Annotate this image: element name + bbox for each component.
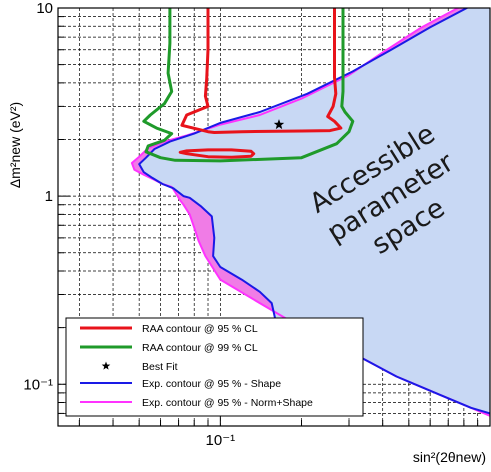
best-fit-marker [273,119,285,130]
best-fit-star [273,119,285,130]
y-tick-label: 10 [36,0,53,17]
x-axis-label: sin²(2θnew) [413,449,486,465]
series-line-raa95_outer [180,8,343,134]
y-tick-label: 1 [45,188,53,205]
legend-label: Best Fit [142,361,178,373]
legend-star-icon [101,361,111,370]
series-line-raa99 [142,8,355,163]
legend-label: Exp. contour @ 95 % - Norm+Shape [142,397,313,409]
y-axis-label-text: Δm²new (eV²) [7,102,23,188]
fill-shape [139,8,490,414]
axis-ticks: 10⁻¹ 10 1 10⁻¹ [23,0,479,449]
legend: RAA contour @ 95 % CL RAA contour @ 99 % … [65,317,364,417]
legend-label: RAA contour @ 99 % CL [142,342,258,354]
series-line-raa95_inner [178,148,256,159]
y-tick-label: 10⁻¹ [23,376,53,393]
fill-areas [131,8,490,416]
plot-frame [57,7,491,427]
legend-label: Exp. contour @ 95 % - Shape [142,378,281,390]
y-axis-label: Δm²new (eV²) [7,102,23,188]
x-tick-label: 10⁻¹ [206,432,236,449]
legend-box [65,317,364,417]
legend-label: RAA contour @ 95 % CL [142,323,258,335]
